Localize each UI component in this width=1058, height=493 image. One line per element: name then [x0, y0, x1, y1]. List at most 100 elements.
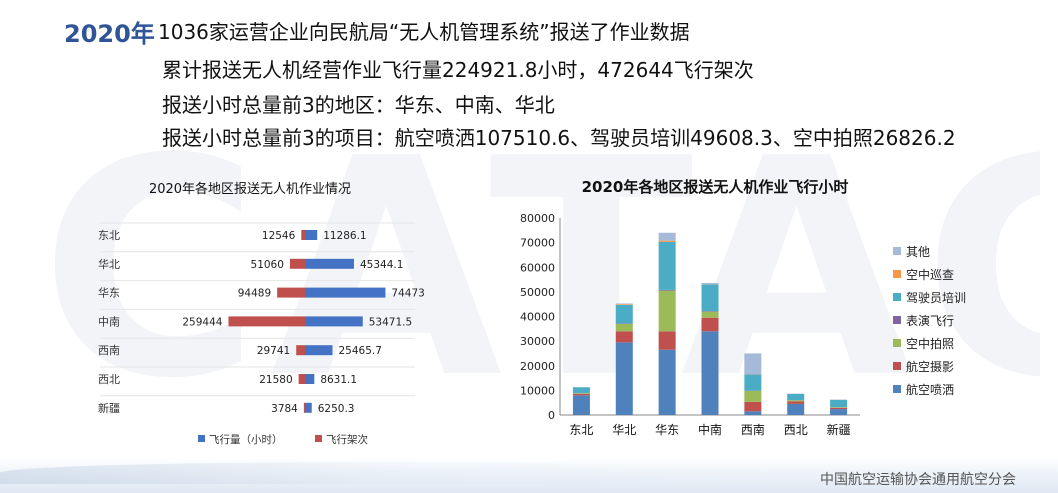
stacked-bar-segment: [572, 387, 590, 393]
y-tick-label: 10000: [520, 384, 555, 397]
stacked-bar-segment: [615, 303, 633, 305]
stacked-bar-segment: [658, 290, 676, 332]
category-label: 中南: [98, 315, 120, 328]
data-label-sorties: 12546: [262, 230, 296, 242]
stacked-bar-segment: [787, 400, 805, 402]
chart-title: 2020年各地区报送无人机作业飞行小时: [582, 178, 849, 196]
category-label: 西北: [98, 373, 120, 386]
stacked-bar-segment: [830, 407, 848, 408]
data-label-hours: 45344.1: [360, 259, 403, 271]
stacked-bar-segment: [830, 407, 848, 410]
stacked-bar-segment: [830, 409, 848, 415]
x-category-label: 西南: [741, 422, 765, 437]
y-tick-label: 70000: [520, 237, 555, 250]
year-heading: 2020年: [64, 20, 155, 48]
stacked-bar-segment: [701, 284, 719, 312]
bar-flight-hours: [305, 258, 354, 269]
category-label: 东北: [98, 229, 120, 242]
stacked-bar-segment: [572, 393, 590, 394]
data-label-sorties: 51060: [251, 259, 284, 271]
y-tick-label: 20000: [520, 360, 555, 373]
legend-label: 航空喷洒: [906, 382, 954, 397]
data-label-hours: 11286.1: [323, 230, 366, 242]
legend-label: 表演飞行: [906, 313, 954, 328]
stacked-bar-segment: [744, 411, 762, 415]
summary-line-2: 累计报送无人机经营作业飞行量224921.8小时，472644飞行架次: [162, 58, 754, 82]
regional-flight-hours-chart: 2020年各地区报送无人机作业飞行小时 0 10000 20000 30000 40000…: [495, 165, 1015, 455]
stacked-bar-segment: [701, 283, 719, 285]
stacked-bar-segment: [658, 240, 676, 242]
legend-swatch: [893, 316, 901, 324]
summary-line-1: 1036家运营企业向民航局“无人机管理系统”报送了作业数据: [158, 20, 690, 44]
data-label-sorties: 29741: [257, 345, 290, 357]
watermark: CATAG: [40, 120, 1040, 444]
bar-flight-hours: [305, 345, 333, 356]
bar-flight-hours: [305, 316, 363, 327]
stacked-bar-segment: [572, 395, 590, 415]
bar-flight-sorties: [277, 287, 305, 298]
x-category-label: 新疆: [827, 422, 851, 437]
legend-label: 空中巡查: [906, 267, 954, 282]
summary-line-4: 报送小时总量前3的项目：航空喷洒107510.6、驾驶员培训49608.3、空中…: [162, 126, 956, 150]
stacked-bar-segment: [830, 399, 848, 407]
stacked-bar-segment: [658, 349, 676, 415]
footer-decoration: [0, 462, 760, 484]
x-category-label: 华北: [612, 423, 636, 437]
stacked-bar-segment: [658, 331, 676, 350]
data-label-hours: 8631.1: [320, 374, 357, 386]
stacked-bar-segment: [658, 241, 676, 290]
regional-flight-hours-chart-svg: 2020年各地区报送无人机作业飞行小时 0 10000 20000 30000 40000…: [520, 178, 966, 437]
category-label: 西南: [98, 344, 120, 357]
stacked-bar-segment: [658, 289, 676, 291]
data-label-hours: 25465.7: [339, 345, 382, 357]
stacked-bar-segment: [615, 331, 633, 343]
data-label-sorties: 21580: [259, 374, 292, 386]
x-category-label: 东北: [569, 423, 593, 437]
legend-swatch-hours: [198, 435, 205, 442]
category-label: 新疆: [98, 401, 120, 415]
bar-flight-sorties: [296, 345, 305, 356]
y-tick-label: 0: [548, 409, 555, 422]
category-label: 华东: [98, 286, 120, 300]
bar-flight-hours: [305, 230, 318, 240]
data-label-sorties: 94489: [238, 288, 271, 300]
stacked-bar-segment: [658, 232, 676, 241]
summary-line-3: 报送小时总量前3的地区：华东、中南、华北: [162, 93, 555, 117]
x-category-label: 西北: [784, 423, 808, 437]
y-tick-label: 80000: [520, 212, 555, 225]
bar-flight-sorties: [301, 230, 305, 240]
category-label: 华北: [98, 257, 120, 271]
stacked-bar-segment: [615, 342, 633, 415]
y-tick-label: 50000: [520, 286, 555, 299]
y-tick-label: 40000: [520, 311, 555, 324]
legend-swatch: [893, 385, 901, 393]
stacked-bar-segment: [744, 374, 762, 391]
stacked-bar-segment: [615, 323, 633, 332]
stacked-bar-segment: [701, 331, 719, 415]
legend-label-hours: 飞行量（小时）: [209, 433, 283, 446]
legend-label: 航空摄影: [906, 359, 954, 374]
y-tick-label: 60000: [520, 261, 555, 274]
regional-report-chart: 2020年各地区报送无人机作业情况 东北 12546 11286.1 华北 51060 45…: [70, 165, 480, 455]
x-category-label: 华东: [655, 423, 679, 437]
x-category-label: 中南: [698, 422, 722, 437]
legend-label: 驾驶员培训: [906, 290, 966, 305]
y-tick-label: 30000: [520, 335, 555, 348]
footer-organization: 中国航空运输协会通用航空分会: [820, 472, 1016, 488]
legend-label-sorties: 飞行架次: [326, 433, 368, 446]
stacked-bar-segment: [744, 390, 762, 402]
stacked-bar-segment: [787, 393, 805, 401]
legend-label: 空中拍照: [906, 336, 954, 351]
stacked-bar-segment: [787, 403, 805, 415]
bar-flight-hours: [305, 374, 315, 384]
legend-swatch: [893, 362, 901, 370]
data-label-hours: 53471.5: [369, 316, 412, 328]
bar-flight-hours: [305, 287, 386, 298]
stacked-bar-segment: [744, 401, 762, 412]
legend-swatch: [893, 339, 901, 347]
data-label-sorties: 3784: [271, 403, 298, 415]
stacked-bar-segment: [701, 311, 719, 318]
bar-flight-hours: [305, 402, 312, 413]
stacked-bar-segment: [615, 304, 633, 324]
